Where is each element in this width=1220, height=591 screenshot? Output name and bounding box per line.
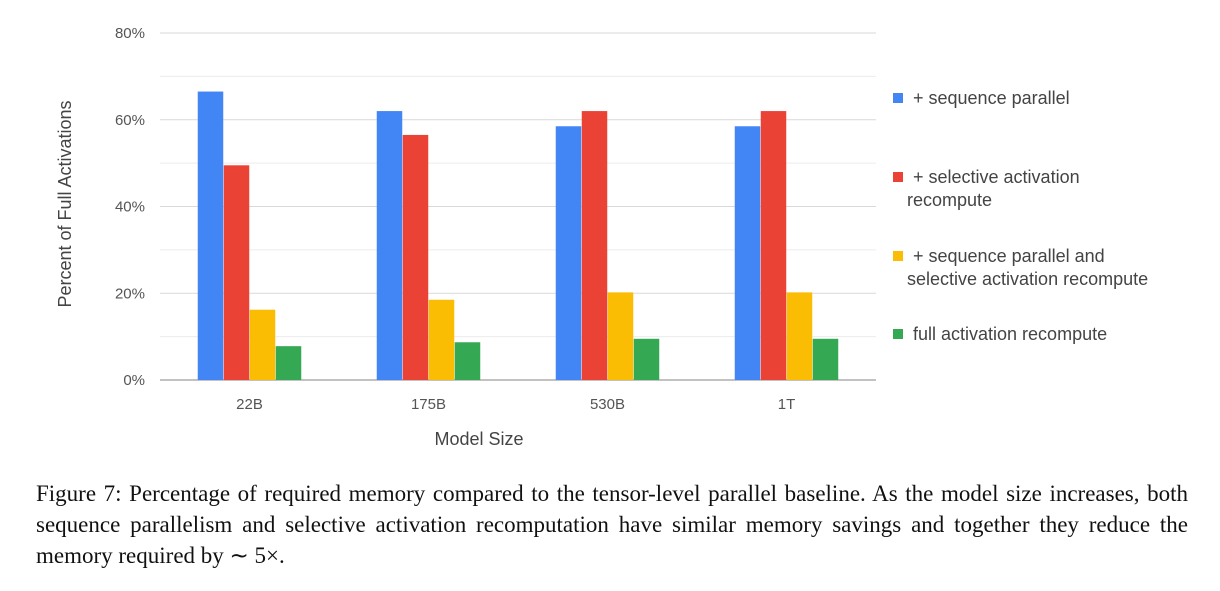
legend-item: + sequence parallel and selective activat… <box>893 246 1148 289</box>
legend-label: selective activation recompute <box>907 269 1148 289</box>
legend-swatch <box>893 93 903 103</box>
x-axis-label: Model Size <box>434 429 523 449</box>
y-tick-label: 80% <box>115 25 145 42</box>
bar <box>376 111 403 380</box>
legend-item: full activation recompute <box>893 324 1107 344</box>
bar <box>555 126 582 380</box>
gridlines <box>160 32 876 381</box>
bar <box>760 111 787 380</box>
bar <box>402 134 429 380</box>
bar <box>786 292 813 380</box>
bar <box>275 346 302 380</box>
legend-item: + selective activation recompute <box>893 167 1080 210</box>
bar <box>581 111 608 380</box>
y-axis-label: Percent of Full Activations <box>55 100 75 307</box>
y-tick-labels: 0% 20% 40% 60% 80% <box>115 25 145 389</box>
legend-label: full activation recompute <box>913 324 1107 344</box>
legend-swatch <box>893 172 903 182</box>
y-tick-label: 20% <box>115 285 145 302</box>
bar <box>812 338 839 380</box>
bar <box>197 91 224 381</box>
x-tick-label: 1T <box>778 396 796 413</box>
bars <box>197 91 839 381</box>
y-tick-label: 0% <box>123 372 145 389</box>
legend-label: + sequence parallel and <box>913 246 1105 266</box>
x-tick-labels: 22B 175B 530B 1T <box>236 396 795 413</box>
bar <box>249 309 276 380</box>
x-tick-label: 530B <box>590 396 625 413</box>
legend-label: recompute <box>907 190 992 210</box>
bar <box>734 126 761 380</box>
legend-label: + sequence parallel <box>913 88 1070 108</box>
x-tick-label: 175B <box>411 396 446 413</box>
bar <box>428 299 455 380</box>
legend-swatch <box>893 329 903 339</box>
x-tick-label: 22B <box>236 396 263 413</box>
bar <box>454 342 481 380</box>
legend-label: + selective activation <box>913 167 1080 187</box>
bar <box>633 338 660 380</box>
legend-item: + sequence parallel <box>893 88 1070 108</box>
y-tick-label: 40% <box>115 199 145 216</box>
y-tick-label: 60% <box>115 112 145 129</box>
figure-caption: Figure 7: Percentage of required memory … <box>36 481 1188 568</box>
legend: + sequence parallel + selective activatio… <box>893 88 1148 344</box>
bar <box>607 292 634 380</box>
bar <box>223 165 250 380</box>
legend-swatch <box>893 251 903 261</box>
bar-chart: 0%20%40%60%80% 22B 175B 530B 1T Model Size … <box>55 25 1148 449</box>
